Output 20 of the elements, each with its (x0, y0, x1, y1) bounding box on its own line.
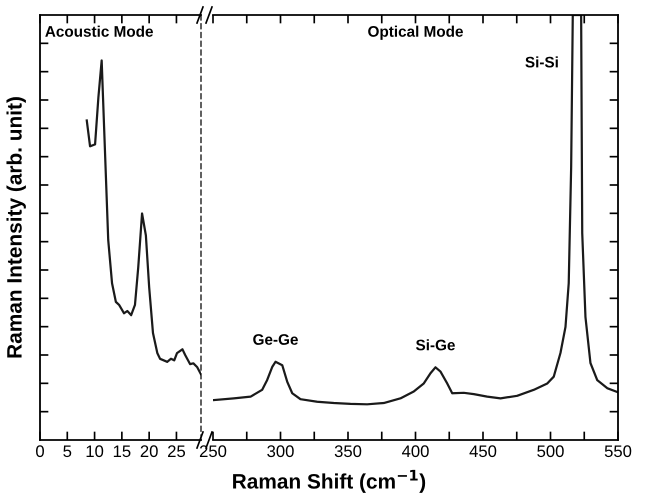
x-tick-label: 0 (36, 445, 44, 458)
x-tick-label: 450 (469, 445, 496, 458)
x-tick-label: 10 (86, 445, 104, 458)
annotation: Si-Ge (416, 339, 455, 350)
x-tick-label: 250 (200, 445, 226, 458)
x-tick-label: 550 (604, 445, 632, 458)
y-axis-title: Raman Intensity (arb. unit) (6, 97, 26, 358)
x-tick-label: 300 (267, 445, 294, 458)
x-tick-label: 20 (140, 445, 158, 458)
annotation: Ge-Ge (253, 334, 298, 345)
x-tick-label: 400 (402, 445, 429, 458)
x-tick-label: 350 (334, 445, 362, 458)
chart-title: Acoustic Mode (45, 26, 153, 37)
x-tick-label: 500 (537, 445, 564, 458)
x-tick-label: 5 (63, 445, 72, 458)
annotation: Si-Si (525, 56, 558, 68)
x-tick-label: 25 (168, 445, 186, 458)
x-tick-label: 15 (114, 445, 130, 458)
x-axis-title: Raman Shift (cm$^{−1}$) (233, 470, 426, 493)
text: Optical Mode (368, 26, 463, 40)
